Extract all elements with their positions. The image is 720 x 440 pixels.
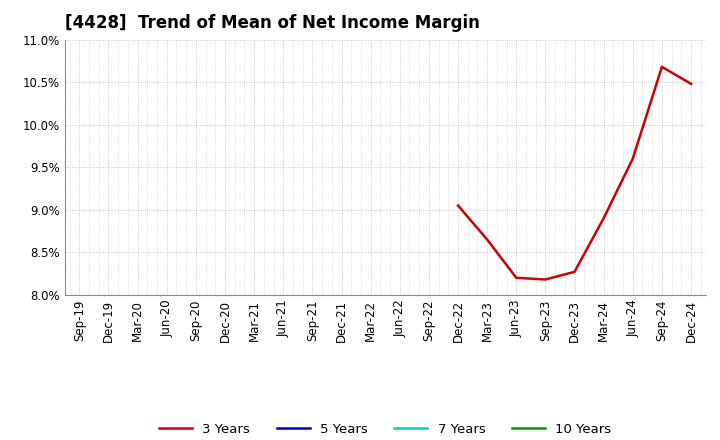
Legend: 3 Years, 5 Years, 7 Years, 10 Years: 3 Years, 5 Years, 7 Years, 10 Years [153,418,617,440]
Text: [4428]  Trend of Mean of Net Income Margin: [4428] Trend of Mean of Net Income Margi… [65,15,480,33]
